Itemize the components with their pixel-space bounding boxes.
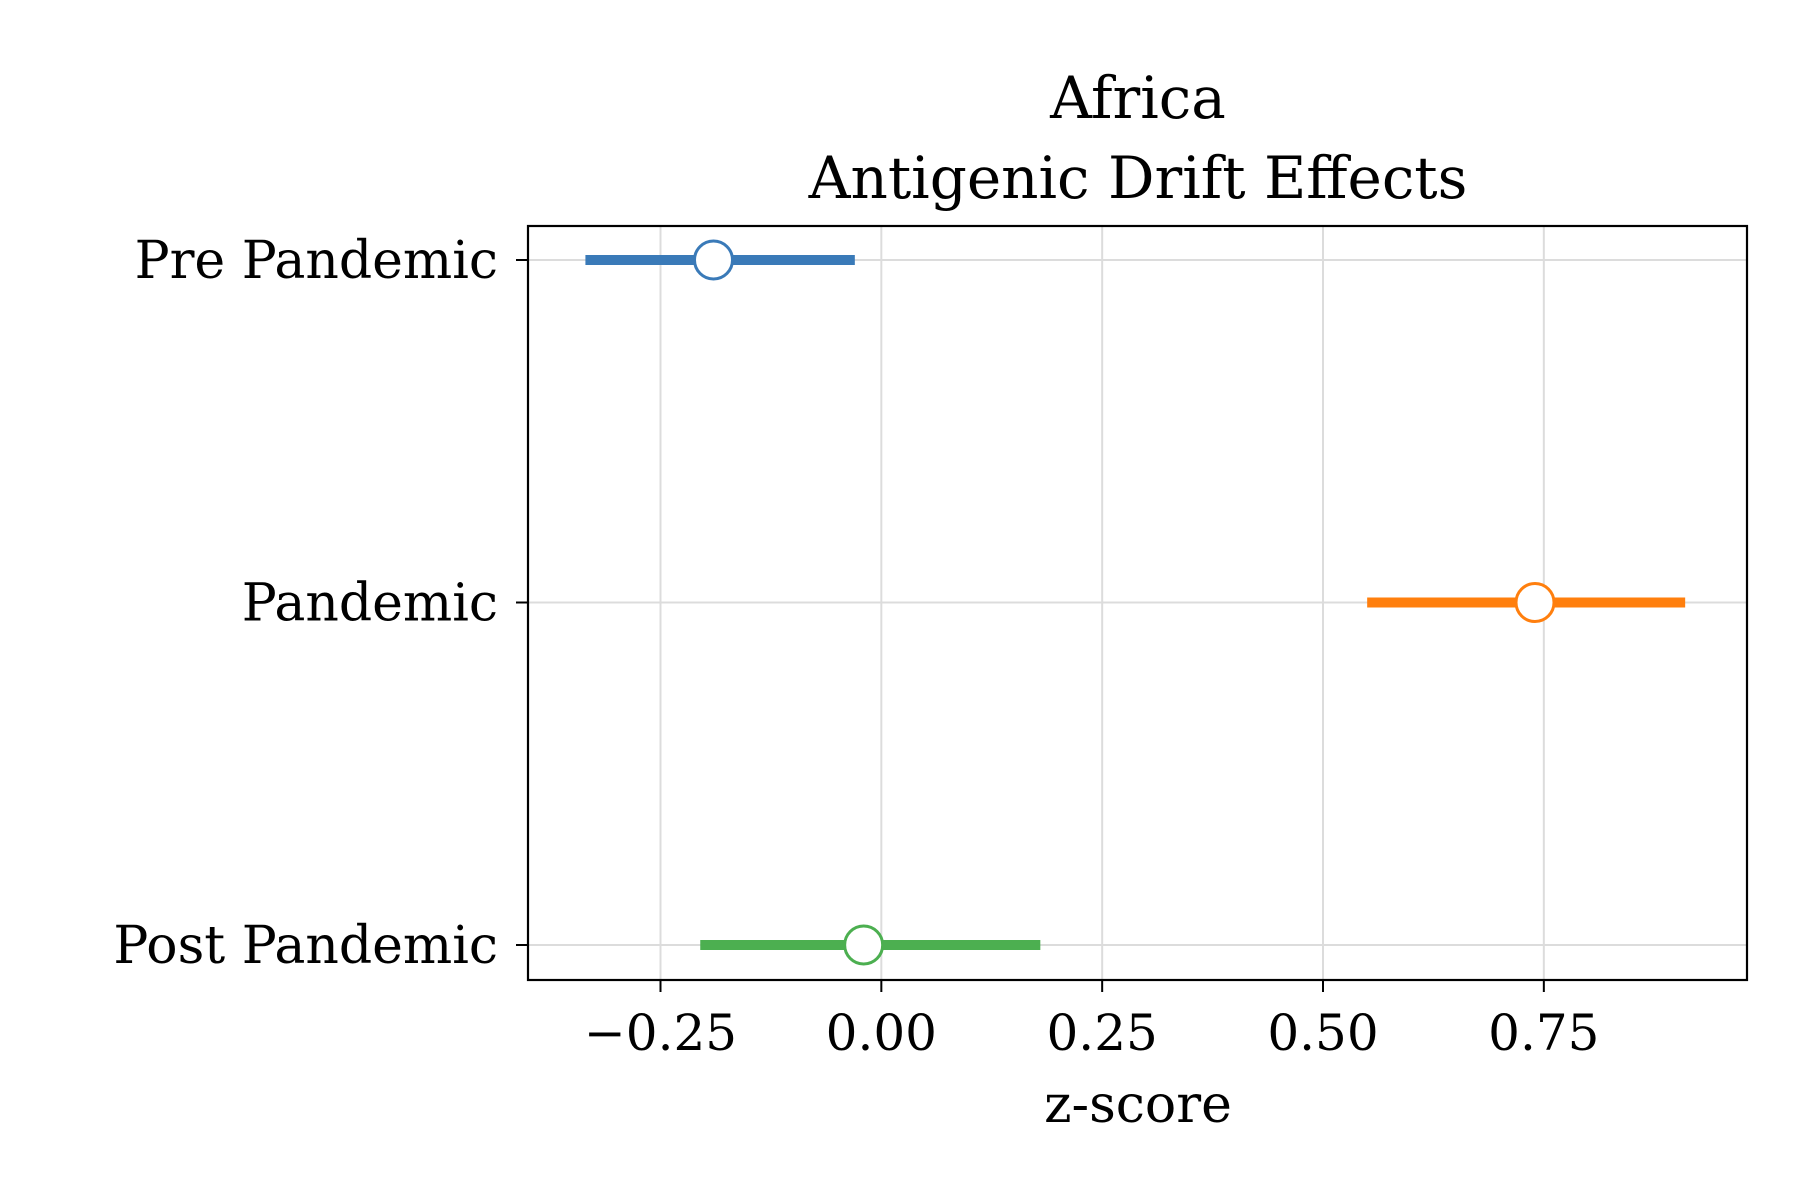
x-tick-label: 0.00 [826,1004,937,1062]
y-tick-label: Pandemic [242,574,498,634]
estimate-point-post-pandemic [843,924,885,966]
x-tick-label: 0.75 [1488,1004,1599,1062]
chart-title-line-2: Antigenic Drift Effects [808,144,1468,212]
x-tick-label: 0.50 [1267,1004,1378,1062]
x-tick-label: 0.25 [1047,1004,1158,1062]
marks-layer [585,239,1686,966]
ticks-layer: −0.25 0.00 0.25 0.50 0.75 Pre Pandemic Pandemi… [113,231,1599,1062]
x-tick-label: −0.25 [584,1004,737,1062]
chart-title-line-1: Africa [1049,64,1226,132]
estimate-point-pandemic [1514,582,1556,623]
x-axis-label: z-score [1044,1075,1232,1135]
y-tick-label: Post Pandemic [113,916,498,976]
y-tick-label: Pre Pandemic [135,231,498,291]
estimate-point-pre-pandemic [693,239,734,281]
